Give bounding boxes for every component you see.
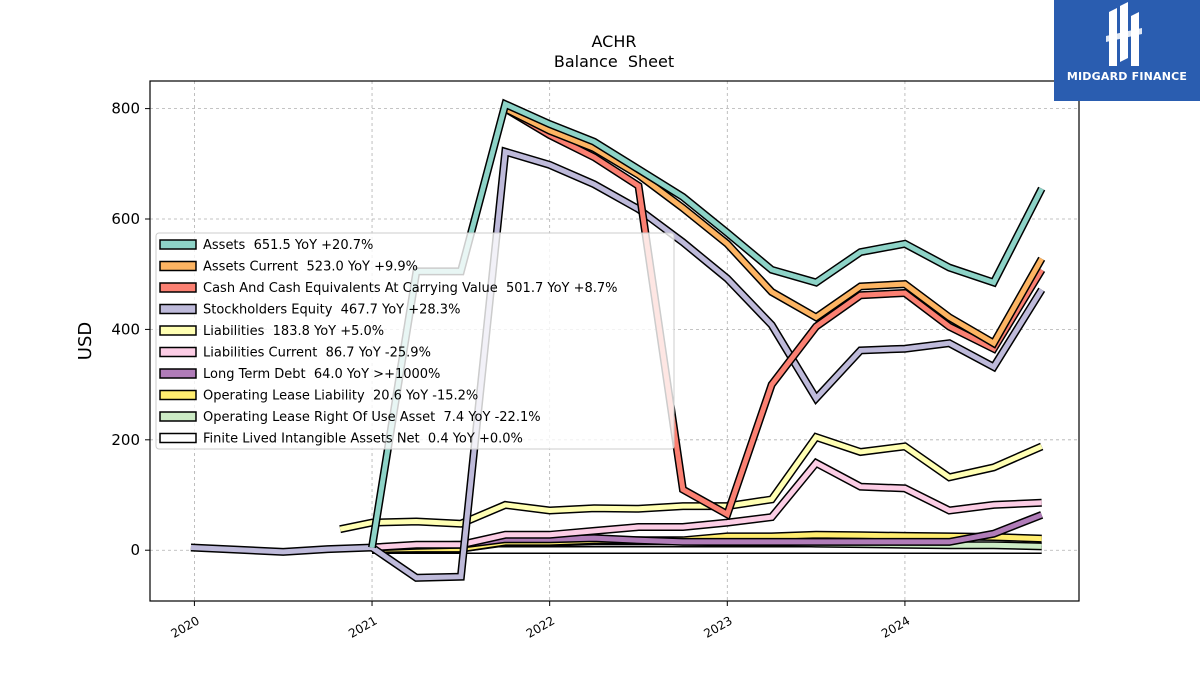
- x-tick-label: 2020: [168, 613, 201, 640]
- y-tick-label: 400: [111, 320, 140, 338]
- legend-swatch: [159, 260, 197, 272]
- legend-swatch: [159, 368, 197, 379]
- series-line: [504, 106, 1044, 347]
- series-line: [369, 100, 1044, 548]
- legend-item: Liabilities Current 86.7 YoY -25.9%: [159, 346, 431, 361]
- legend-box: [155, 232, 675, 450]
- legend-swatch: [159, 325, 197, 336]
- logo-text: MIDGARD FINANCE: [1066, 70, 1188, 83]
- x-tick-label: 2021: [346, 613, 379, 640]
- midgard-finance-logo: MIDGARD FINANCE: [1054, 0, 1200, 101]
- legend-item: Finite Lived Intangible Assets Net 0.4 Y…: [159, 432, 523, 447]
- series-cash-and-cash-equivalents-at-carrying-value: [503, 105, 1046, 521]
- series-lines: [190, 98, 1046, 582]
- legend-swatch: [159, 389, 197, 401]
- legend-label: Stockholders Equity 467.7 YoY +28.3%: [203, 303, 460, 318]
- series-line: [339, 434, 1043, 532]
- legend-item: Operating Lease Right Of Use Asset 7.4 Y…: [159, 410, 541, 425]
- legend-swatch: [159, 282, 197, 293]
- y-tick-label: 200: [111, 431, 140, 449]
- x-tick-label: 2022: [524, 613, 557, 640]
- legend-swatch: [159, 239, 197, 250]
- legend-item: Liabilities 183.8 YoY +5.0%: [159, 324, 384, 339]
- legend-label: Assets Current 523.0 YoY +9.9%: [203, 260, 418, 275]
- series-liabilities-current: [371, 457, 1042, 552]
- legend-swatch: [159, 432, 197, 444]
- series-outline: [339, 432, 1044, 534]
- chart-title: ACHR: [592, 32, 637, 51]
- legend-swatch: [159, 303, 197, 315]
- x-tick-label: 2023: [701, 613, 734, 640]
- legend-label: Operating Lease Right Of Use Asset 7.4 Y…: [203, 410, 541, 425]
- legend-label: Finite Lived Intangible Assets Net 0.4 Y…: [203, 432, 523, 447]
- legend-item: Assets 651.5 YoY +20.7%: [159, 238, 373, 253]
- plot-frame: [149, 80, 1080, 602]
- legend-item: Stockholders Equity 467.7 YoY +28.3%: [159, 303, 460, 318]
- series-liabilities: [339, 432, 1044, 534]
- legend-label: Cash And Cash Equivalents At Carrying Va…: [203, 281, 618, 296]
- legend-label: Long Term Debt 64.0 YoY >+1000%: [203, 367, 440, 382]
- series-assets-current: [503, 105, 1046, 349]
- y-tick-label: 0: [130, 541, 140, 559]
- y-axis-label: USD: [75, 322, 96, 360]
- legend-label: Assets 651.5 YoY +20.7%: [203, 238, 373, 253]
- series-line: [504, 106, 1044, 518]
- legend-swatch: [159, 411, 197, 422]
- legend-swatch: [159, 346, 197, 358]
- legend-item: Assets Current 523.0 YoY +9.9%: [159, 260, 418, 275]
- legend-label: Liabilities 183.8 YoY +5.0%: [203, 324, 384, 339]
- legend-item: Long Term Debt 64.0 YoY >+1000%: [159, 367, 440, 382]
- logo-mark-icon: [1106, 2, 1142, 66]
- y-tick-label: 600: [111, 210, 140, 228]
- series-assets: [368, 98, 1046, 549]
- series-line: [371, 459, 1042, 550]
- x-tick-label: 2024: [879, 613, 912, 640]
- legend-item: Operating Lease Liability 20.6 YoY -15.2…: [159, 389, 478, 404]
- chart-subtitle: Balance Sheet: [554, 52, 674, 71]
- legend-label: Liabilities Current 86.7 YoY -25.9%: [203, 346, 431, 361]
- legend-label: Operating Lease Liability 20.6 YoY -15.2…: [203, 389, 478, 404]
- legend: Assets 651.5 YoY +20.7% Assets Current 52…: [155, 232, 675, 450]
- legend-item: Cash And Cash Equivalents At Carrying Va…: [159, 281, 618, 296]
- y-tick-label: 800: [111, 100, 140, 118]
